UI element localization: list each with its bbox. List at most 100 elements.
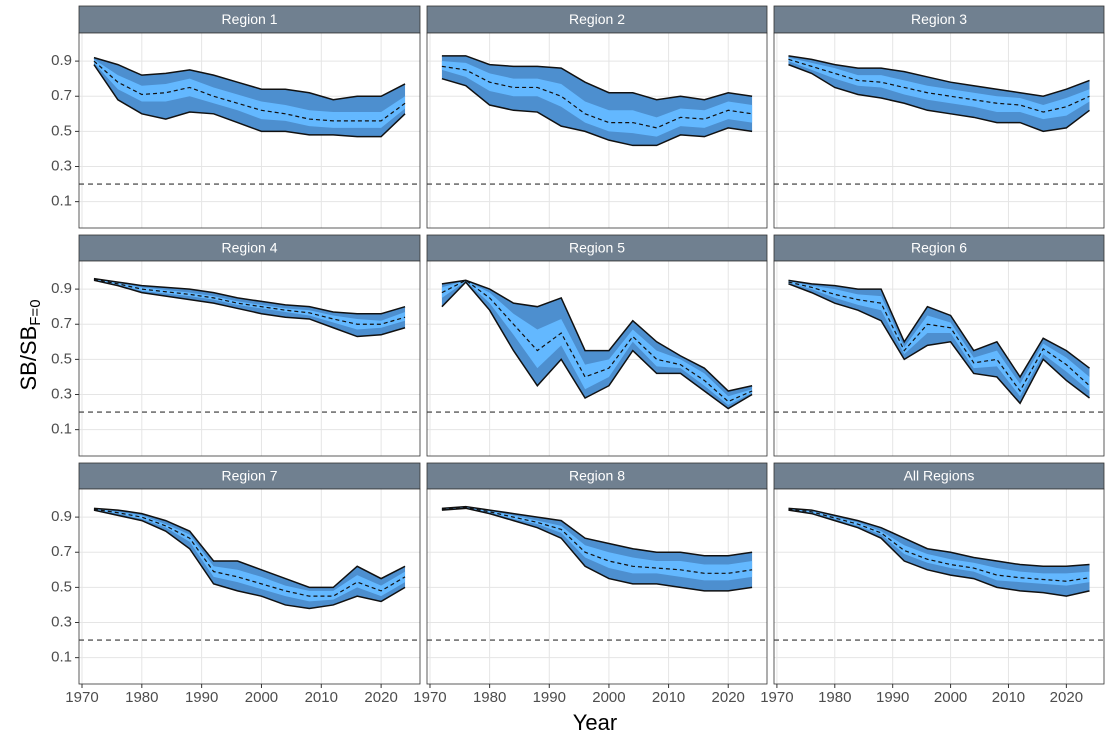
y-tick-label: 0.1 [51,193,72,210]
y-tick-label: 0.3 [51,157,72,174]
x-tick-label: 2000 [934,689,967,706]
upper-line [93,56,406,101]
inner-band [441,280,753,406]
strip [773,5,1105,34]
upper-line [788,279,1090,379]
median-line [93,60,406,122]
panel-border [773,32,1105,229]
x-tick-label: 1970 [760,689,793,706]
y-tick-label: 0.9 [51,52,72,69]
median-line [788,508,1090,582]
strip [426,234,768,262]
y-tick-label: 0.1 [51,649,72,666]
inner-band [93,508,406,602]
panel-title: Region 1 [221,11,277,27]
x-tick-label: 1980 [125,689,158,706]
x-tick-label: 1980 [473,689,506,706]
y-tick-label: 0.9 [51,280,72,297]
y-axis-label: SB/SBF=0 [16,299,44,390]
outer-band [788,280,1090,404]
inner-band [788,508,1090,586]
panel-border [773,488,1105,685]
median-line [441,65,753,129]
x-tick-label: 2020 [712,689,745,706]
inner-band [441,61,753,137]
inner-band [441,506,753,581]
lower-line [441,507,753,592]
lower-line [788,509,1090,597]
lower-line [788,63,1090,133]
upper-line [441,505,753,557]
x-tick-label: 1990 [876,689,909,706]
outer-band [441,280,753,409]
y-axis-label-sub: F=0 [27,299,44,325]
y-tick-label: 0.7 [51,543,72,560]
panel-border [773,260,1105,457]
y-tick-label: 0.7 [51,87,72,104]
panel-border [426,260,768,457]
panel-title: All Regions [904,468,975,484]
panel-title: Region 7 [221,468,277,484]
y-tick-label: 0.1 [51,421,72,438]
upper-line [441,55,753,101]
x-tick-label: 1970 [65,689,98,706]
inner-band [788,57,1090,120]
inner-band [93,278,406,330]
panel-background [79,261,420,456]
x-tick-label: 1980 [818,689,851,706]
y-tick-label: 0.5 [51,122,72,139]
strip [773,234,1105,262]
panel-border [78,488,421,685]
x-tick-label: 2010 [305,689,338,706]
median-line [441,279,753,403]
median-line [441,506,753,574]
strip [78,5,421,34]
outer-band [93,508,406,609]
upper-line [788,55,1090,98]
panel-title: Region 8 [569,468,625,484]
y-tick-label: 0.3 [51,613,72,630]
lower-line [441,77,753,147]
upper-line [93,507,406,589]
lower-line [93,279,406,338]
panel-title: Region 6 [911,240,967,256]
x-tick-label: 1990 [185,689,218,706]
lower-line [788,283,1090,405]
x-tick-label: 2020 [364,689,397,706]
x-tick-label: 2010 [992,689,1025,706]
y-tick-label: 0.3 [51,385,72,402]
x-tick-label: 2020 [1050,689,1083,706]
median-line [93,508,406,597]
panel-border [78,32,421,229]
upper-line [441,279,753,392]
x-tick-label: 1990 [533,689,566,706]
panel-border [426,488,768,685]
panel-title: Region 4 [221,240,277,256]
median-line [788,58,1090,113]
y-tick-label: 0.7 [51,315,72,332]
panel-title: Region 3 [911,11,967,27]
x-tick-label: 2000 [245,689,278,706]
y-tick-label: 0.5 [51,350,72,367]
y-tick-label: 0.5 [51,578,72,595]
lower-line [93,64,406,138]
x-tick-label: 2000 [592,689,625,706]
lower-line [441,280,753,410]
median-line [788,281,1090,393]
y-axis-label-main: SB/SB [16,326,41,391]
x-tick-label: 2010 [652,689,685,706]
x-axis-label: Year [573,710,617,735]
strip [426,5,768,34]
upper-line [788,507,1090,568]
y-tick-label: 0.9 [51,508,72,525]
x-tick-label: 1970 [413,689,446,706]
strip [426,462,768,490]
median-line [93,278,406,325]
panel-title: Region 5 [569,240,625,256]
lower-line [93,509,406,610]
panel-border [426,32,768,229]
upper-line [93,277,406,315]
panel-border [78,260,421,457]
panel-title: Region 2 [569,11,625,27]
